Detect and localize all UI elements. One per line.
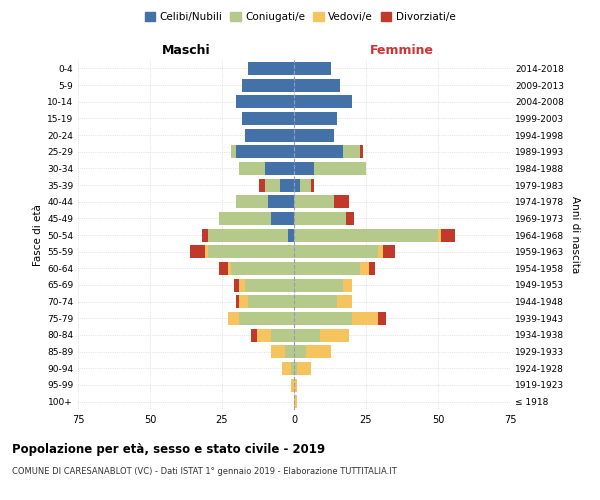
Bar bbox=[259, 178, 265, 192]
Bar bbox=[343, 278, 352, 291]
Bar bbox=[352, 312, 377, 325]
Bar bbox=[239, 295, 248, 308]
Bar bbox=[239, 162, 265, 175]
Bar bbox=[334, 195, 349, 208]
Bar bbox=[242, 112, 294, 125]
Bar bbox=[294, 95, 352, 108]
Bar bbox=[245, 128, 294, 141]
Bar bbox=[294, 62, 331, 75]
Bar bbox=[265, 178, 280, 192]
Bar bbox=[248, 295, 294, 308]
Bar bbox=[294, 112, 337, 125]
Text: Femmine: Femmine bbox=[370, 44, 434, 57]
Bar bbox=[346, 212, 355, 225]
Bar bbox=[294, 245, 377, 258]
Bar bbox=[219, 262, 228, 275]
Bar bbox=[280, 178, 294, 192]
Bar bbox=[377, 245, 383, 258]
Bar bbox=[245, 278, 294, 291]
Bar bbox=[230, 262, 294, 275]
Bar bbox=[294, 228, 438, 241]
Bar bbox=[248, 62, 294, 75]
Bar bbox=[294, 162, 314, 175]
Bar bbox=[294, 312, 352, 325]
Bar bbox=[294, 278, 343, 291]
Bar bbox=[294, 262, 360, 275]
Bar bbox=[205, 245, 208, 258]
Bar bbox=[377, 312, 386, 325]
Bar bbox=[297, 362, 311, 375]
Y-axis label: Anni di nascita: Anni di nascita bbox=[569, 196, 580, 274]
Bar bbox=[305, 345, 331, 358]
Bar bbox=[343, 145, 360, 158]
Bar bbox=[300, 178, 311, 192]
Bar bbox=[236, 95, 294, 108]
Bar bbox=[369, 262, 374, 275]
Bar bbox=[228, 312, 239, 325]
Bar bbox=[294, 395, 297, 408]
Bar bbox=[294, 295, 337, 308]
Bar bbox=[239, 312, 294, 325]
Bar bbox=[236, 295, 239, 308]
Bar bbox=[283, 362, 291, 375]
Bar bbox=[228, 262, 230, 275]
Bar bbox=[236, 195, 268, 208]
Bar bbox=[337, 295, 352, 308]
Bar bbox=[360, 262, 369, 275]
Bar bbox=[286, 345, 294, 358]
Bar bbox=[219, 212, 271, 225]
Bar bbox=[314, 162, 366, 175]
Bar bbox=[239, 278, 245, 291]
Bar bbox=[190, 245, 205, 258]
Bar bbox=[294, 78, 340, 92]
Text: Popolazione per età, sesso e stato civile - 2019: Popolazione per età, sesso e stato civil… bbox=[12, 442, 325, 456]
Bar bbox=[294, 145, 343, 158]
Bar bbox=[291, 362, 294, 375]
Bar bbox=[288, 228, 294, 241]
Bar bbox=[233, 278, 239, 291]
Bar bbox=[441, 228, 455, 241]
Legend: Celibi/Nubili, Coniugati/e, Vedovi/e, Divorziati/e: Celibi/Nubili, Coniugati/e, Vedovi/e, Di… bbox=[140, 8, 460, 26]
Text: Maschi: Maschi bbox=[161, 44, 211, 57]
Bar bbox=[265, 162, 294, 175]
Bar bbox=[294, 212, 346, 225]
Bar bbox=[230, 145, 236, 158]
Bar bbox=[251, 328, 257, 342]
Bar bbox=[294, 328, 320, 342]
Bar bbox=[294, 195, 334, 208]
Bar bbox=[271, 328, 294, 342]
Bar bbox=[438, 228, 441, 241]
Bar bbox=[320, 328, 349, 342]
Bar bbox=[202, 228, 208, 241]
Bar bbox=[271, 212, 294, 225]
Bar bbox=[383, 245, 395, 258]
Bar bbox=[291, 378, 294, 392]
Bar bbox=[257, 328, 271, 342]
Text: COMUNE DI CARESANABLOT (VC) - Dati ISTAT 1° gennaio 2019 - Elaborazione TUTTITAL: COMUNE DI CARESANABLOT (VC) - Dati ISTAT… bbox=[12, 468, 397, 476]
Bar bbox=[311, 178, 314, 192]
Bar bbox=[294, 128, 334, 141]
Y-axis label: Fasce di età: Fasce di età bbox=[33, 204, 43, 266]
Bar bbox=[236, 145, 294, 158]
Bar bbox=[294, 378, 297, 392]
Bar bbox=[294, 345, 305, 358]
Bar bbox=[271, 345, 286, 358]
Bar bbox=[208, 228, 288, 241]
Bar bbox=[360, 145, 363, 158]
Bar bbox=[268, 195, 294, 208]
Bar bbox=[294, 362, 297, 375]
Bar bbox=[242, 78, 294, 92]
Bar bbox=[208, 245, 294, 258]
Bar bbox=[294, 178, 300, 192]
